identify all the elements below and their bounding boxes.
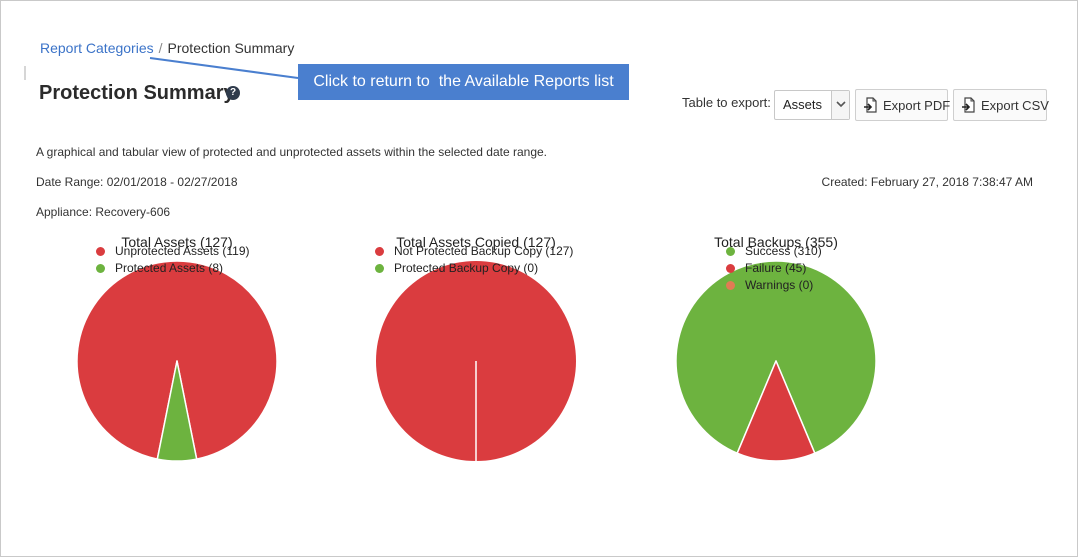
legend-item: Protected Backup Copy (0): [375, 260, 573, 277]
legend-label: Failure (45): [745, 261, 807, 275]
pie-chart: [77, 261, 277, 461]
legend-dot: [375, 247, 384, 256]
legend-dot: [375, 264, 384, 273]
export-file-icon: [962, 97, 975, 113]
table-export-select[interactable]: Assets: [774, 90, 850, 120]
pie-chart: [676, 261, 876, 461]
chevron-down-icon[interactable]: [831, 91, 849, 119]
legend-label: Success (310): [745, 244, 822, 258]
breadcrumb-current: Protection Summary: [167, 40, 295, 56]
table-export-selected-value: Assets: [783, 97, 823, 112]
pie-slice[interactable]: [156, 360, 198, 461]
pie-slice[interactable]: [676, 261, 876, 454]
legend-dot: [726, 247, 735, 256]
legend-total-assets-copied: Not Protected Backup Copy (127) Protecte…: [375, 243, 573, 277]
legend-dot: [96, 247, 105, 256]
legend-label: Not Protected Backup Copy (127): [394, 244, 574, 258]
question-circle-icon[interactable]: ?: [226, 86, 240, 100]
created-timestamp: Created: February 27, 2018 7:38:47 AM: [821, 175, 1033, 189]
legend-item: Failure (45): [726, 260, 822, 277]
chart-title: Total Backups (355): [714, 234, 838, 250]
legend-label: Protected Backup Copy (0): [394, 261, 539, 275]
legend-total-assets: Unprotected Assets (119) Protected Asset…: [96, 243, 250, 277]
page-title: Protection Summary: [39, 82, 235, 104]
legend-item: Protected Assets (8): [96, 260, 250, 277]
legend-dot: [726, 281, 735, 290]
export-file-icon: [864, 97, 877, 113]
breadcrumb-separator: /: [158, 40, 163, 56]
legend-item: Success (310): [726, 243, 822, 260]
legend-item: Not Protected Backup Copy (127): [375, 243, 573, 260]
report-description: A graphical and tabular view of protecte…: [36, 145, 547, 159]
legend-item: Unprotected Assets (119): [96, 243, 250, 260]
pie-slice[interactable]: [77, 261, 277, 460]
legend-label: Warnings (0): [745, 278, 814, 292]
legend-dot: [96, 264, 105, 273]
export-csv-button[interactable]: Export CSV: [953, 89, 1049, 121]
chart-title: Total Assets Copied (127): [396, 234, 556, 250]
export-csv-label: Export CSV: [981, 98, 1049, 113]
legend-dot: [726, 264, 735, 273]
export-pdf-label: Export PDF: [883, 98, 951, 113]
date-range: Date Range: 02/01/2018 - 02/27/2018: [36, 175, 238, 189]
callout-tooltip: Click to return to the Available Reports…: [298, 64, 629, 100]
breadcrumb: Report Categories / Protection Summary: [40, 40, 294, 56]
legend-label: Unprotected Assets (119): [115, 244, 250, 258]
table-export-label: Table to export:: [682, 95, 771, 110]
legend-label: Protected Assets (8): [115, 261, 224, 275]
appliance-name: Appliance: Recovery-606: [36, 205, 171, 219]
export-pdf-button[interactable]: Export PDF: [855, 89, 951, 121]
pie-slice[interactable]: [736, 360, 816, 461]
pie-chart: [376, 261, 576, 461]
chart-title: Total Assets (127): [121, 234, 233, 250]
breadcrumb-report-categories-link[interactable]: Report Categories: [40, 40, 154, 56]
legend-item: Warnings (0): [726, 277, 822, 294]
left-edge-marker: [24, 66, 26, 80]
legend-total-backups: Success (310) Failure (45) Warnings (0): [726, 243, 822, 294]
